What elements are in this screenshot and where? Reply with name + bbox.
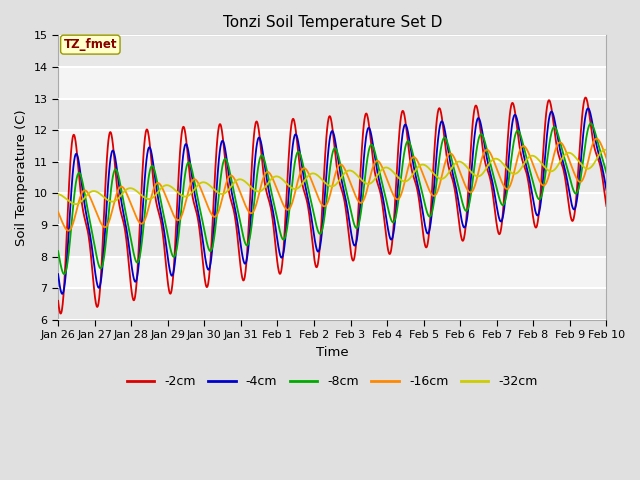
- X-axis label: Time: Time: [316, 346, 349, 359]
- Bar: [58, 67, 607, 98]
- Y-axis label: Soil Temperature (C): Soil Temperature (C): [15, 109, 28, 246]
- Bar: [58, 36, 607, 67]
- Bar: [58, 256, 607, 288]
- Bar: [58, 193, 607, 225]
- Bar: [58, 98, 607, 130]
- Bar: [58, 225, 607, 256]
- Bar: [58, 288, 607, 320]
- Bar: [58, 130, 607, 162]
- Text: TZ_fmet: TZ_fmet: [63, 38, 117, 51]
- Legend: -2cm, -4cm, -8cm, -16cm, -32cm: -2cm, -4cm, -8cm, -16cm, -32cm: [122, 370, 543, 393]
- Bar: [58, 162, 607, 193]
- Title: Tonzi Soil Temperature Set D: Tonzi Soil Temperature Set D: [223, 15, 442, 30]
